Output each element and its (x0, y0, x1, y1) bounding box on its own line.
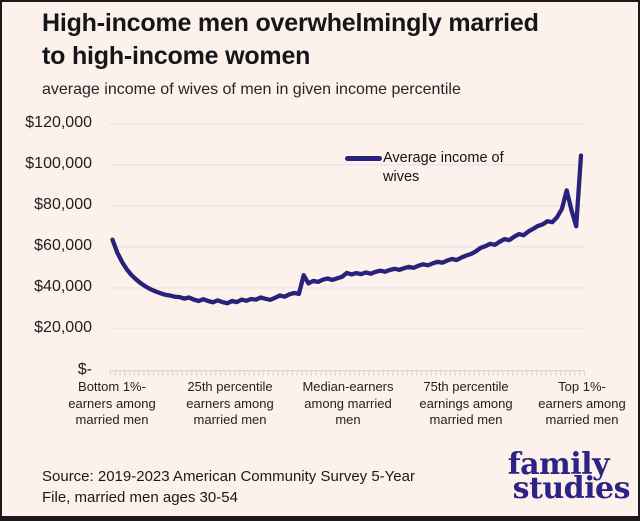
x-axis-label: 75th percentile earnings among married m… (419, 379, 513, 428)
x-axis-label: 25th percentile earners among married me… (186, 379, 274, 428)
y-axis-label: $20,000 (34, 319, 92, 337)
y-axis-label: $120,000 (25, 114, 92, 132)
chart-subtitle: average income of wives of men in given … (42, 81, 461, 98)
x-axis-tick-comb (109, 370, 585, 376)
family-studies-logo: family studies (507, 447, 631, 506)
x-axis-label: Top 1%- earners among married men (538, 379, 626, 428)
logo-word-studies: studies (512, 471, 631, 506)
y-axis-label: $60,000 (34, 237, 92, 255)
legend-label: Average income of wives (383, 150, 504, 186)
chart-title: High-income men overwhelmingly married t… (42, 9, 539, 70)
x-axis-label: Bottom 1%- earners among married men (68, 379, 156, 428)
y-axis-label: $- (77, 360, 92, 378)
x-axis-label: Median-earners among married men (302, 379, 394, 428)
logo-word-family: family (507, 447, 610, 482)
legend: Average income of wives (345, 149, 504, 187)
wives-income-line (110, 153, 584, 306)
legend-line-swatch (345, 156, 382, 161)
source-note: Source: 2019-2023 American Community Sur… (42, 468, 415, 506)
y-axis-label: $40,000 (34, 278, 92, 296)
y-axis-label: $100,000 (25, 155, 92, 173)
y-axis-label: $80,000 (34, 196, 92, 214)
